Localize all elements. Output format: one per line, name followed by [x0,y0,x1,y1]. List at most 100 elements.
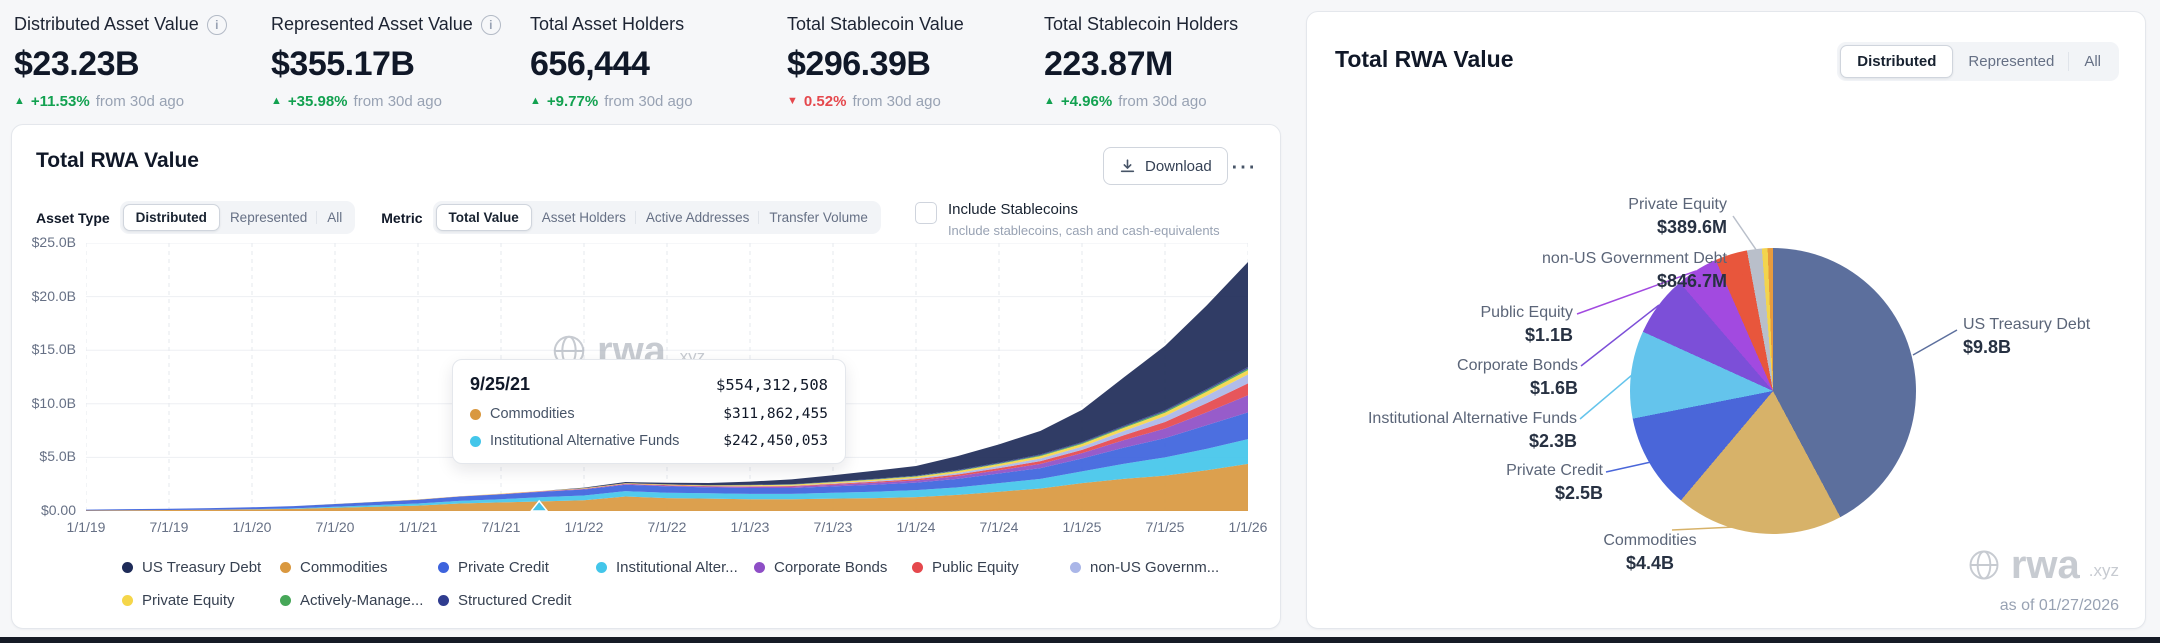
legend-item[interactable]: Structured Credit [438,592,596,609]
pie-option-all[interactable]: All [2068,45,2116,78]
pie-label-public-equity: Public Equity $1.1B [1480,304,1574,345]
legend-color-dot [280,595,291,606]
stat-value: 656,444 [530,45,650,83]
stat-value: $355.17B [271,45,415,83]
tooltip-row: Institutional Alternative Funds $242,450,… [470,433,828,449]
change-arrow-icon: ▲ [530,95,541,107]
change-arrow-icon: ▲ [1044,95,1055,107]
include-stablecoins-control: Include Stablecoins Include stablecoins,… [914,201,1220,238]
checkbox-sublabel: Include stablecoins, cash and cash-equiv… [947,223,1220,238]
metric-option-active-addresses[interactable]: Active Addresses [634,204,760,231]
as-of-date: as of 01/27/2026 [1999,597,2119,614]
asset-type-option-all[interactable]: All [316,204,352,231]
more-options-icon[interactable]: ⋯ [1230,151,1256,181]
info-icon[interactable]: i [480,14,501,35]
stat-total-stablecoin-value: Total Stablecoin Value $296.39B ▼ 0.52% fr… [787,14,964,110]
asset-type-option-represented[interactable]: Represented [229,210,308,225]
legend-color-dot [1070,562,1081,573]
y-axis-label: $25.0B [31,234,76,250]
stat-value: 223.87M [1044,45,1173,83]
download-icon [1120,158,1135,172]
stat-distributed-asset-value: Distributed Asset Value i $23.23B ▲ +11.53… [14,14,227,110]
area-series [86,463,1248,511]
total-rwa-value-pie-panel: Total RWA Value Distributed Represented … [1306,11,2146,629]
legend-item[interactable]: Private Credit [438,559,596,576]
area-series [86,412,1248,511]
series-color-dot [470,408,481,420]
legend-color-dot [438,562,449,573]
stacked-area-chart[interactable] [86,243,1248,511]
pie-label-non-us-government-debt: non-US Government Debt $846.7M [1542,250,1727,291]
chart-tooltip: 9/25/21 $554,312,508 Commodities $311,862… [452,359,846,464]
stat-represented-asset-value: Represented Asset Value i $355.17B ▲ +35.9… [271,14,501,110]
y-axis-label: $0.00 [40,502,76,518]
x-axis-label: 7/1/25 [1145,519,1185,535]
stat-value: $296.39B [787,45,931,83]
hover-marker-icon [530,499,549,511]
change-suffix: from 30d ago [353,93,442,110]
checkbox-label: Include Stablecoins [947,201,1079,218]
legend-item[interactable]: Public Equity [912,559,1070,576]
stat-label: Total Stablecoin Holders [1044,14,1239,34]
include-stablecoins-checkbox[interactable] [914,202,937,224]
tooltip-date: 9/25/21 [470,374,531,394]
x-axis-label: 1/1/19 [66,519,106,535]
legend-item[interactable]: Commodities [280,559,438,576]
legend-item[interactable]: Actively-Manage... [280,592,438,609]
legend-label: Corporate Bonds [774,559,888,576]
asset-type-option-distributed[interactable]: Distributed [122,204,220,231]
panel-title: Total RWA Value [36,149,199,172]
pie-label-private-credit: Private Credit $2.5B [1506,462,1603,503]
legend-item[interactable]: Institutional Alter... [596,559,754,576]
change-arrow-icon: ▼ [787,95,798,107]
legend-color-dot [596,562,607,573]
y-axis-label: $20.0B [31,287,76,304]
change-arrow-icon: ▲ [271,95,282,107]
legend-item[interactable]: US Treasury Debt [122,559,280,576]
y-axis-label: $5.0B [39,448,76,465]
x-axis-label: 7/1/21 [481,519,521,535]
total-rwa-value-chart-panel: Total RWA Value Download ⋯ Asset Type Di… [11,124,1281,629]
change-percent: +11.53% [30,93,90,110]
series-color-dot [470,435,481,447]
watermark-name: rwa [2010,543,2080,587]
area-series [86,439,1248,511]
metric-label: Metric [381,210,423,226]
asset-type-label: Asset Type [36,210,110,226]
pie-asset-type-segmented-control: Distributed Represented All [1837,42,2119,81]
stat-label: Distributed Asset Value [14,14,199,34]
chart-controls: Asset Type Distributed Represented All M… [36,201,1220,238]
pie-label-private-equity: Private Equity $389.6M [1628,196,1727,237]
legend-item[interactable]: Corporate Bonds [754,559,912,576]
x-axis-label: 1/1/20 [232,519,272,535]
x-axis-label: 1/1/22 [564,519,604,535]
stat-value: $23.23B [14,45,140,83]
change-suffix: from 30d ago [1118,93,1207,110]
metric-option-total-value[interactable]: Total Value [435,204,532,231]
metric-option-asset-holders[interactable]: Asset Holders [541,210,626,225]
change-percent: +9.77% [546,93,599,110]
change-suffix: from 30d ago [95,93,185,110]
change-arrow-icon: ▲ [14,95,25,107]
legend-item[interactable]: Private Equity [122,592,280,609]
download-button[interactable]: Download [1103,147,1228,185]
watermark-tld: .xyz [2088,561,2119,580]
legend-label: Structured Credit [458,592,572,609]
metric-segmented-control: Total Value Asset Holders Active Address… [432,201,881,234]
asset-type-segmented-control: Distributed Represented All [119,201,356,234]
chart-legend: US Treasury Debt Commodities Private Credi… [122,559,1228,609]
info-icon[interactable]: i [206,14,227,35]
legend-color-dot [280,562,291,573]
legend-item[interactable]: non-US Governm... [1070,559,1228,576]
tooltip-row: Commodities $311,862,455 [470,406,828,422]
rwa-xyz-watermark: rwa .xyz [1966,545,2119,585]
x-axis-label: 1/1/26 [1228,519,1268,535]
stat-total-asset-holders: Total Asset Holders 656,444 ▲ +9.77% from … [530,14,693,110]
x-axis-label: 7/1/23 [813,519,853,535]
pie-option-represented[interactable]: Represented [1968,53,2055,70]
x-axis-label: 7/1/24 [979,519,1019,535]
metric-option-transfer-volume[interactable]: Transfer Volume [758,204,878,231]
pie-option-distributed[interactable]: Distributed [1840,45,1954,78]
change-percent: +35.98% [287,93,348,110]
legend-label: non-US Governm... [1090,559,1220,576]
